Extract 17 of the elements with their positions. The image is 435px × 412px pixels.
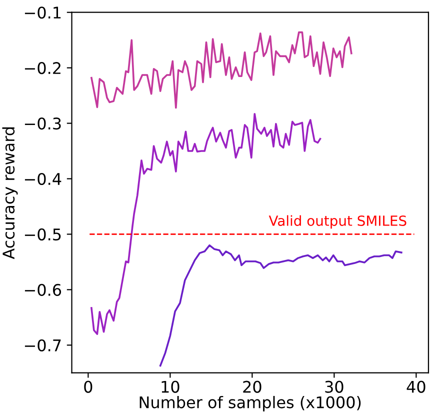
x-tick-label: 10: [162, 380, 180, 393]
ref-line-label: Valid output SMILES: [268, 215, 406, 229]
x-tick-label: 20: [243, 380, 262, 393]
line-series: [90, 31, 352, 109]
y-tick-label: −0.2: [24, 62, 60, 74]
y-axis-title: Accuracy reward: [2, 127, 18, 260]
line-series: [159, 244, 402, 367]
x-axis-title: Number of samples (x1000): [140, 396, 361, 412]
y-tick-label: −0.1: [24, 6, 61, 19]
y-tick-label: −0.5: [24, 228, 61, 240]
y-tick-label: −0.4: [24, 172, 62, 186]
x-tick-label: 30: [325, 380, 344, 393]
y-tick-label: −0.6: [24, 284, 62, 296]
x-tick-label: 40: [406, 380, 426, 393]
y-tick-label: −0.3: [24, 117, 61, 130]
y-tick-label: −0.7: [24, 339, 61, 352]
x-tick-label: 0: [84, 380, 92, 393]
